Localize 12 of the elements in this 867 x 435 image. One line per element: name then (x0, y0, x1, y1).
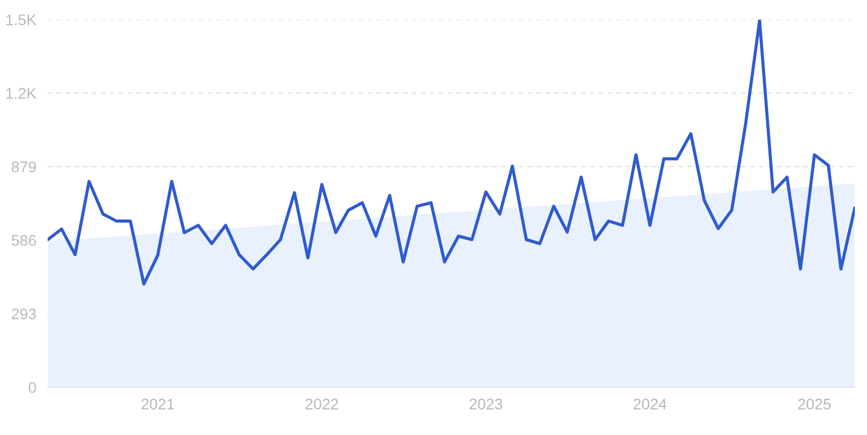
y-tick-label: 293 (12, 308, 36, 320)
y-tick-label: 1.2K (6, 88, 36, 99)
x-tick-label: 2025 (798, 398, 831, 410)
y-tick-label: 0 (28, 382, 36, 393)
x-tick-label: 2023 (470, 398, 502, 410)
x-tick-label: 2024 (634, 398, 666, 410)
x-tick-label: 2021 (142, 398, 174, 410)
line-series (48, 20, 855, 286)
y-tick-label: 1.5K (6, 14, 36, 26)
y-tick-label: 879 (12, 161, 36, 172)
y-tick-label: 586 (12, 234, 36, 246)
x-tick-label: 2022 (306, 398, 338, 410)
